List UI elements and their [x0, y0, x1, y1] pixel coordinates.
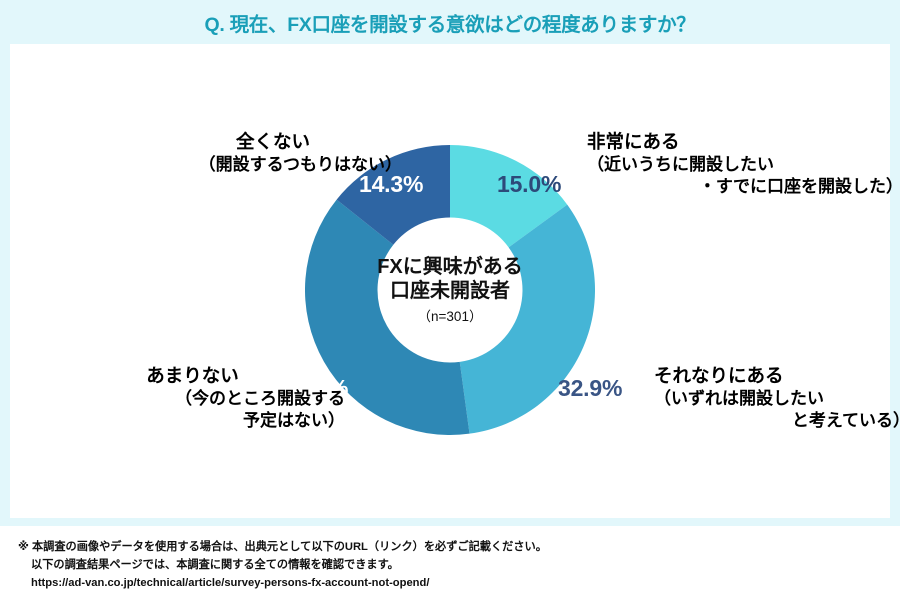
callout-some-sub1: （いずれは開設したい — [654, 388, 824, 408]
callout-little-sub1: （今のところ開設する — [175, 388, 345, 408]
footer-note-line1: ※ 本調査の画像やデータを使用する場合は、出典元として以下のURL（リンク）を必… — [18, 541, 547, 553]
percent-label-very: 15.0% — [497, 171, 562, 197]
callout-very: 非常にある （近いうちに開設したい ・すでに口座を開設した） — [587, 130, 900, 198]
donut-chart-svg — [305, 145, 595, 435]
donut-segment-none[interactable] — [336, 145, 450, 245]
callout-none-sub1: （開設するつもりはない） — [198, 154, 402, 174]
donut-segment-some[interactable] — [459, 204, 595, 434]
callout-very-sub2: ・すでに口座を開設した） — [698, 176, 900, 196]
callout-none: 全くない （開設するつもりはない） — [152, 130, 402, 176]
chart-card: FXに興味がある 口座未開設者 （n=301） 15.0% 32.9% 37.9… — [10, 44, 900, 518]
footer: ※ 本調査の画像やデータを使用する場合は、出典元として以下のURL（リンク）を必… — [0, 526, 900, 600]
footer-source-url[interactable]: https://ad-van.co.jp/technical/article/s… — [31, 577, 430, 590]
callout-little-head: あまりない — [146, 365, 239, 386]
callout-some-sub2: と考えている） — [791, 410, 900, 430]
callout-little: あまりない （今のところ開設する 予定はない） — [70, 364, 345, 432]
percent-label-some: 32.9% — [558, 375, 623, 401]
donut-chart — [305, 145, 595, 435]
callout-little-sub2: 予定はない） — [243, 410, 345, 430]
donut-segment-very[interactable] — [450, 145, 568, 248]
percent-label-little: 37.9% — [284, 375, 349, 401]
chart-title-bar: Q. 現在、FX口座を開設する意欲はどの程度ありますか？ — [0, 0, 900, 44]
callout-some-head: それなりにある — [654, 365, 784, 386]
donut-segment-little[interactable] — [305, 199, 470, 435]
callout-some: それなりにある （いずれは開設したい と考えている） — [654, 364, 900, 432]
footer-note-line2: 以下の調査結果ページでは、本調査に関する全ての情報を確認できます。 — [31, 559, 399, 572]
section-divider — [0, 518, 900, 526]
callout-very-head: 非常にある — [587, 131, 680, 152]
page-title: Q. 現在、FX口座を開設する意欲はどの程度ありますか？ — [204, 13, 696, 36]
footer-attribution-note: ※ 本調査の画像やデータを使用する場合は、出典元として以下のURL（リンク）を必… — [18, 538, 618, 592]
callout-very-sub1: （近いうちに開設したい — [587, 154, 774, 174]
callout-none-head: 全くない — [235, 131, 310, 152]
percent-label-none: 14.3% — [359, 171, 424, 197]
